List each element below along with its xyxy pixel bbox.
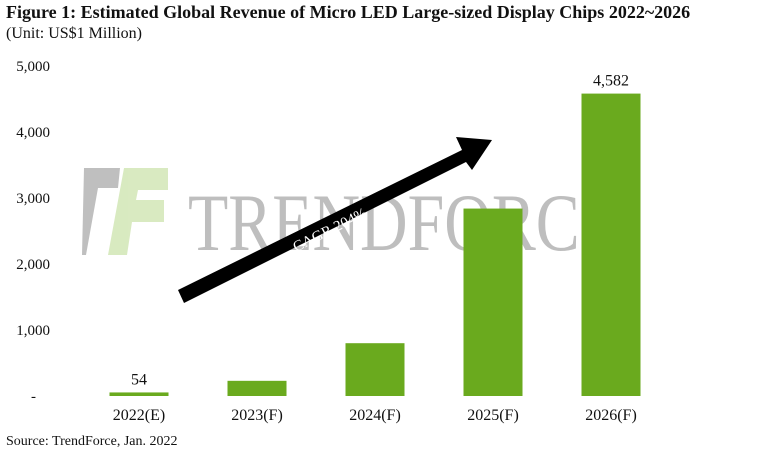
x-tick-label: 2022(E) (113, 407, 165, 424)
logo-green-shape (108, 168, 168, 255)
y-tick-label: 5,000 (16, 59, 50, 75)
data-label: 54 (131, 371, 147, 388)
bar (345, 343, 405, 396)
bar (109, 392, 169, 396)
arrow-shape (178, 137, 492, 303)
logo-gray-shape (82, 168, 120, 255)
trendforce-logo-watermark (82, 168, 168, 255)
x-tick-label: 2026(F) (585, 407, 637, 424)
chart-title: Figure 1: Estimated Global Revenue of Mi… (6, 2, 691, 22)
y-tick-label: 4,000 (16, 125, 50, 141)
x-tick-label: 2024(F) (349, 407, 401, 424)
y-tick-label: 1,000 (16, 323, 50, 339)
x-tick-label: 2023(F) (231, 407, 283, 424)
x-tick-label: 2025(F) (467, 407, 519, 424)
y-tick-label: 3,000 (16, 191, 50, 207)
bar (227, 380, 287, 396)
cagr-arrow: CAGR 204% (178, 137, 492, 303)
source-note: Source: TrendForce, Jan. 2022 (6, 434, 178, 449)
y-tick-label: 2,000 (16, 257, 50, 273)
data-label: 4,582 (593, 73, 629, 90)
bar (581, 93, 641, 396)
chart-subtitle: (Unit: US$1 Million) (6, 25, 143, 42)
y-tick-label: - (31, 389, 36, 405)
bar (463, 208, 523, 396)
